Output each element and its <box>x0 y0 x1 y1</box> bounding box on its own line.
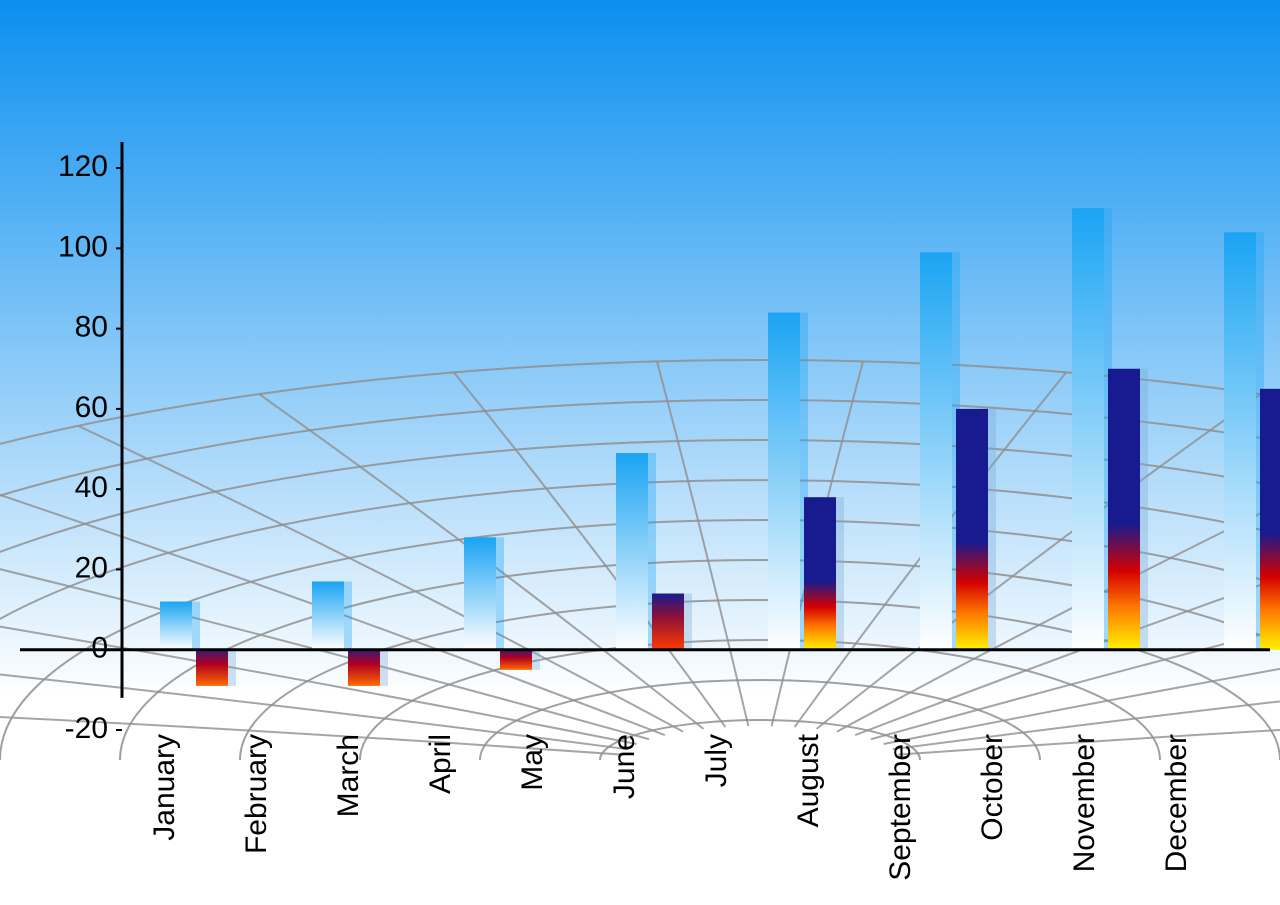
y-tick-label: 40 <box>75 471 108 504</box>
y-tick-label: -20 <box>65 712 108 745</box>
y-tick-label: 20 <box>75 551 108 584</box>
x-tick-label: March <box>332 734 365 817</box>
x-tick-label: September <box>884 734 917 881</box>
x-tick-label: January <box>148 734 181 841</box>
x-tick-label: October <box>976 734 1009 841</box>
bar-secondary <box>652 594 684 650</box>
x-tick-label: August <box>792 733 825 827</box>
bar-primary <box>616 453 648 650</box>
x-tick-label: December <box>1160 734 1193 872</box>
y-tick-label: 0 <box>91 632 108 665</box>
bar-primary <box>1072 208 1104 650</box>
x-tick-label: June <box>608 734 641 799</box>
x-tick-label: November <box>1068 734 1101 872</box>
bar-primary <box>768 313 800 650</box>
y-tick-label: 80 <box>75 311 108 344</box>
y-tick-label: 120 <box>58 150 108 183</box>
x-tick-label: July <box>700 734 733 787</box>
bar-primary <box>464 537 496 649</box>
bar-secondary-negative <box>500 650 532 670</box>
bar-secondary <box>1108 369 1140 650</box>
bar-secondary-negative <box>348 650 380 686</box>
bar-primary <box>1224 232 1256 649</box>
bar-secondary-negative <box>196 650 228 686</box>
y-tick-label: 100 <box>58 230 108 263</box>
bar-secondary <box>804 497 836 650</box>
bar-primary <box>920 252 952 649</box>
bar-primary <box>160 602 192 650</box>
x-tick-label: February <box>240 734 273 854</box>
bar-primary <box>312 581 344 649</box>
bar-secondary <box>1260 389 1280 650</box>
bar-secondary <box>956 409 988 650</box>
y-tick-label: 60 <box>75 391 108 424</box>
chart-svg: -20 0 20 40 60 80 100 120 January February March A… <box>0 0 1280 905</box>
x-tick-label: May <box>516 734 549 791</box>
monthly-bar-chart: -20 0 20 40 60 80 100 120 January February March A… <box>0 0 1280 905</box>
x-tick-label: April <box>424 734 457 794</box>
